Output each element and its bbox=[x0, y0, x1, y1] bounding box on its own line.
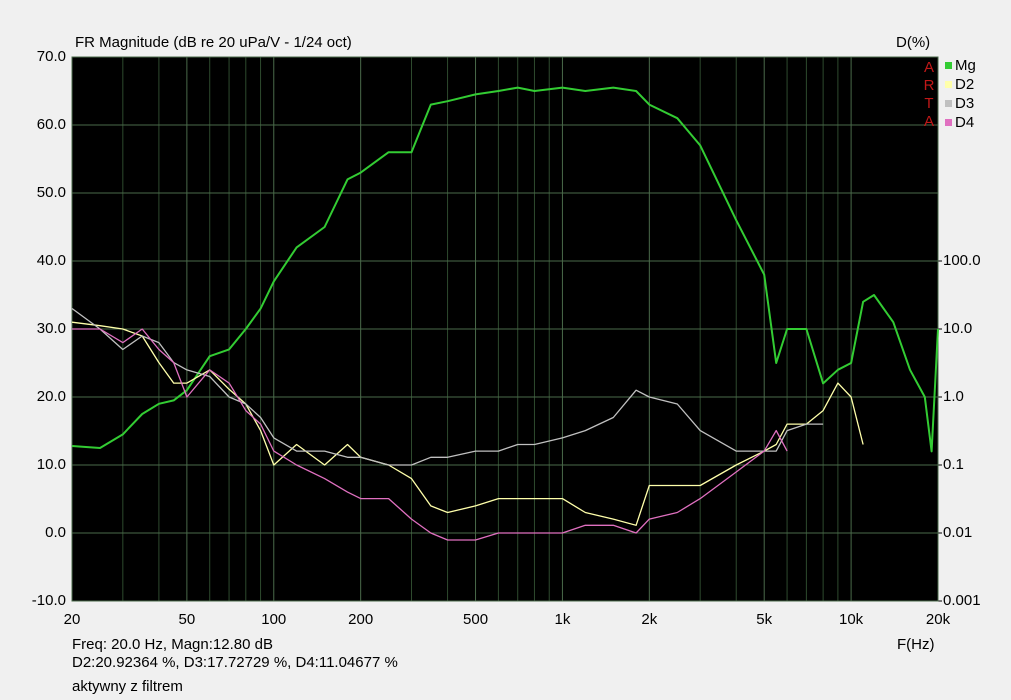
x-tick-label: 2k bbox=[641, 611, 657, 628]
x-axis-label: F(Hz) bbox=[897, 636, 935, 653]
x-tick-label: 10k bbox=[839, 611, 864, 628]
x-tick-label: 5k bbox=[756, 611, 772, 628]
x-tick-label: 200 bbox=[348, 611, 373, 628]
series-line bbox=[71, 86, 939, 453]
y-tick-label: 10.0 bbox=[37, 456, 66, 473]
y-tick-label: 40.0 bbox=[37, 252, 66, 269]
y2-axis-label: D(%) bbox=[896, 34, 930, 51]
status-line: D2:20.92364 %, D3:17.72729 %, D4:11.0467… bbox=[72, 654, 398, 671]
x-tick-label: 20k bbox=[926, 611, 951, 628]
legend-swatch bbox=[945, 100, 952, 107]
y2-tick-label: 100.0 bbox=[943, 252, 981, 269]
y2-tick-label: 0.1 bbox=[943, 456, 964, 473]
x-tick-label: 1k bbox=[555, 611, 571, 628]
legend-label: D4 bbox=[955, 114, 974, 131]
series-line bbox=[72, 328, 788, 541]
series-line bbox=[71, 307, 824, 466]
legend-label: D3 bbox=[955, 95, 974, 112]
x-tick-label: 500 bbox=[463, 611, 488, 628]
legend-label: Mg bbox=[955, 57, 976, 74]
y-tick-label: 30.0 bbox=[37, 320, 66, 337]
legend-label: D2 bbox=[955, 76, 974, 93]
chart-title: FR Magnitude (dB re 20 uPa/V - 1/24 oct) bbox=[75, 34, 352, 51]
status-line: aktywny z filtrem bbox=[72, 678, 183, 695]
y-tick-label: 70.0 bbox=[37, 48, 66, 65]
y-tick-label: -10.0 bbox=[32, 592, 66, 609]
series-line bbox=[71, 321, 864, 526]
legend-swatch bbox=[945, 81, 952, 88]
y2-tick-label: 0.01 bbox=[943, 524, 972, 541]
legend-swatch bbox=[945, 62, 952, 69]
x-tick-label: 50 bbox=[179, 611, 196, 628]
y2-tick-label: 1.0 bbox=[943, 388, 964, 405]
y-tick-label: 60.0 bbox=[37, 116, 66, 133]
legend-swatch bbox=[945, 119, 952, 126]
y2-tick-label: 0.001 bbox=[943, 592, 981, 609]
x-tick-label: 100 bbox=[261, 611, 286, 628]
watermark: ARTA bbox=[923, 59, 935, 130]
y-tick-label: 0.0 bbox=[45, 524, 66, 541]
y-tick-label: 50.0 bbox=[37, 184, 66, 201]
status-line: Freq: 20.0 Hz, Magn:12.80 dB bbox=[72, 636, 273, 653]
y2-tick-label: 10.0 bbox=[943, 320, 972, 337]
x-tick-label: 20 bbox=[64, 611, 81, 628]
y-tick-label: 20.0 bbox=[37, 388, 66, 405]
